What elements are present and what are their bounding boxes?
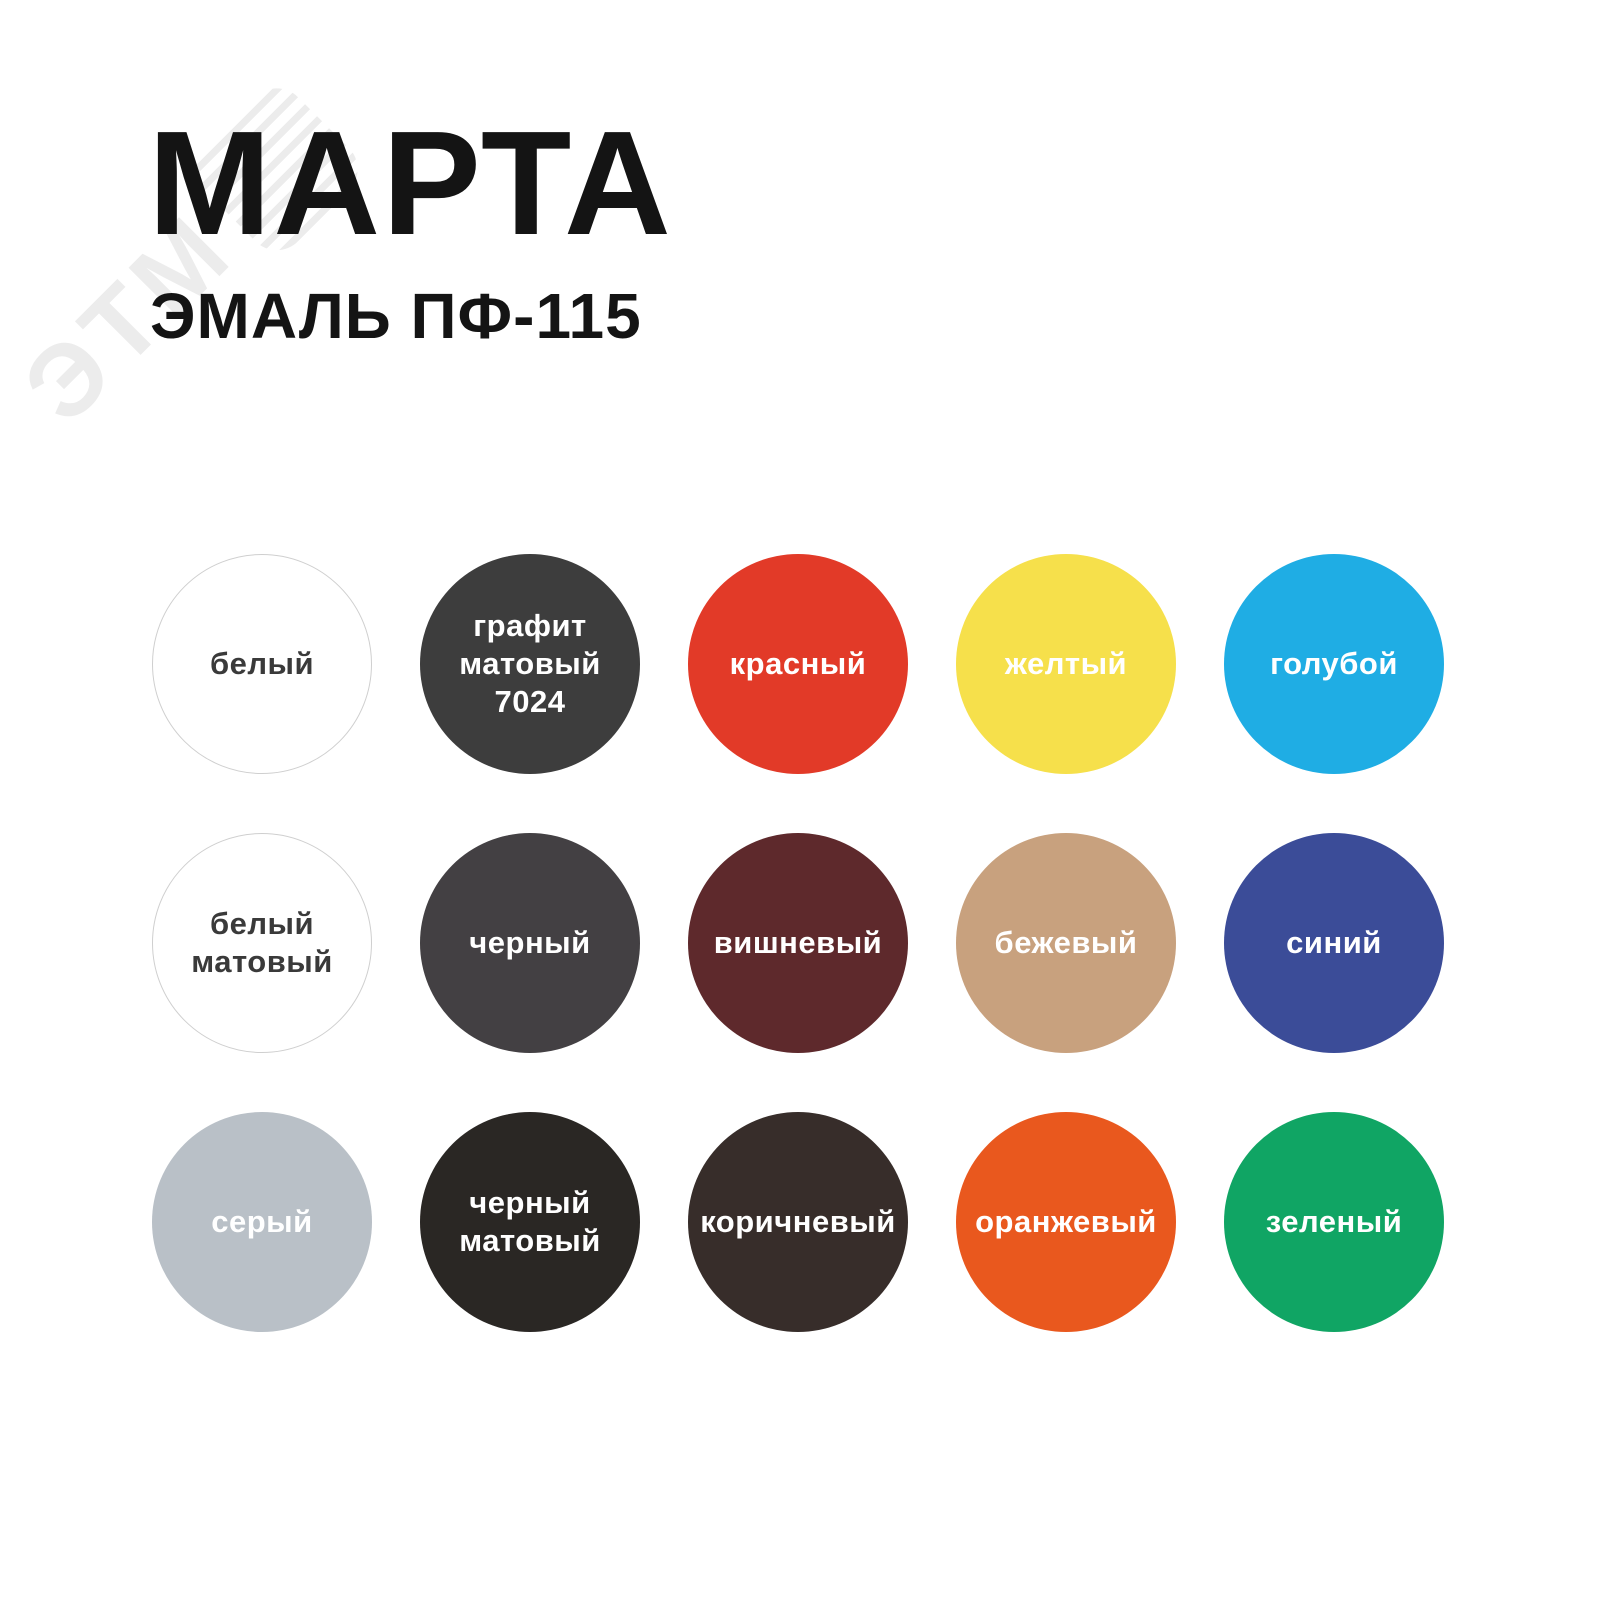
swatch-graphite-matte-7024: графит матовый 7024 xyxy=(420,554,640,774)
color-grid: белый графит матовый 7024 красный желтый гол… xyxy=(152,554,1444,1332)
brand-title: МАРТА xyxy=(148,101,673,266)
swatch-gray: серый xyxy=(152,1112,372,1332)
swatch-blue: синий xyxy=(1224,833,1444,1053)
swatch-label-yellow: желтый xyxy=(1004,646,1128,682)
swatch-label-cherry: вишневый xyxy=(713,925,883,961)
swatch-label-black-matte: черный матовый xyxy=(459,1185,601,1258)
swatch-white-matte: белый матовый xyxy=(152,833,372,1053)
swatch-label-light-blue: голубой xyxy=(1270,646,1398,682)
swatch-white: белый xyxy=(152,554,372,774)
product-subtitle: ЭМАЛЬ ПФ-115 xyxy=(150,280,642,352)
swatch-label-blue: синий xyxy=(1286,925,1382,961)
swatch-yellow: желтый xyxy=(956,554,1176,774)
swatch-green: зеленый xyxy=(1224,1112,1444,1332)
swatch-label-brown: коричневый xyxy=(700,1204,896,1240)
swatch-black-matte: черный матовый xyxy=(420,1112,640,1332)
swatch-label-graphite-matte-7024: графит матовый 7024 xyxy=(459,608,601,719)
swatch-brown: коричневый xyxy=(688,1112,908,1332)
swatch-label-gray: серый xyxy=(211,1204,313,1240)
swatch-label-orange: оранжевый xyxy=(975,1204,1157,1240)
swatch-label-green: зеленый xyxy=(1265,1204,1403,1240)
swatch-light-blue: голубой xyxy=(1224,554,1444,774)
swatch-label-beige: бежевый xyxy=(994,925,1138,961)
swatch-label-red: красный xyxy=(729,646,867,682)
swatch-label-white: белый xyxy=(209,646,315,682)
swatch-label-black: черный xyxy=(469,925,591,961)
swatch-label-white-matte: белый матовый xyxy=(191,906,333,979)
swatch-red: красный xyxy=(688,554,908,774)
swatch-cherry: вишневый xyxy=(688,833,908,1053)
swatch-orange: оранжевый xyxy=(956,1112,1176,1332)
swatch-beige: бежевый xyxy=(956,833,1176,1053)
swatch-black: черный xyxy=(420,833,640,1053)
